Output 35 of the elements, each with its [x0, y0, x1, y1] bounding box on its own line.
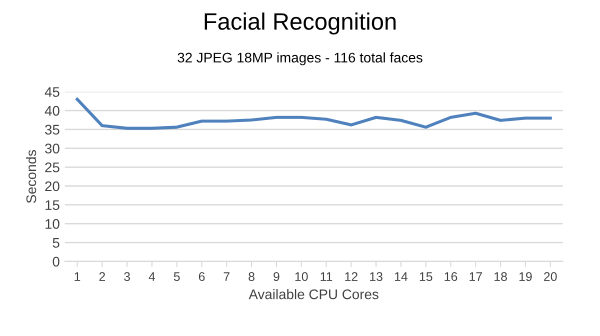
x-tick-label: 10 — [295, 272, 308, 282]
x-tick-label: 9 — [274, 272, 280, 282]
line-series — [76, 98, 552, 130]
x-tick-label: 20 — [544, 272, 557, 282]
chart-subtitle: 32 JPEG 18MP images - 116 total faces — [178, 52, 422, 66]
y-tick-label: 40 — [44, 106, 60, 116]
x-tick-label: 15 — [420, 272, 432, 282]
x-tick-label: 19 — [519, 272, 532, 282]
y-tick-label: 45 — [44, 87, 60, 97]
y-axis-title: Seconds — [26, 150, 36, 203]
x-tick-label: 1 — [74, 272, 80, 281]
y-tick-label: 10 — [46, 219, 60, 229]
x-tick-label: 4 — [148, 272, 156, 281]
x-tick-label: 5 — [174, 272, 180, 282]
y-tick-label: 20 — [45, 181, 60, 192]
x-tick-label: 18 — [494, 272, 507, 282]
x-tick-label: 6 — [198, 272, 205, 282]
y-tick-label: 5 — [52, 238, 60, 248]
x-tick-label: 11 — [320, 272, 332, 281]
chart-title: Facial Recognition — [204, 12, 396, 35]
y-tick-label: 15 — [46, 200, 60, 210]
y-tick-label: 0 — [52, 256, 60, 267]
x-tick-label: 17 — [470, 272, 482, 281]
y-tick-label: 30 — [45, 144, 60, 154]
x-tick-label: 3 — [124, 272, 130, 282]
x-tick-label: 2 — [99, 272, 105, 281]
x-tick-label: 16 — [444, 272, 458, 282]
x-tick-label: 14 — [394, 272, 408, 281]
y-tick-label: 35 — [45, 124, 60, 135]
x-tick-label: 12 — [345, 272, 358, 281]
x-tick-label: 8 — [248, 272, 254, 282]
x-tick-label: 7 — [224, 272, 230, 281]
y-tick-label: 25 — [45, 162, 60, 172]
x-tick-label: 13 — [370, 272, 382, 282]
x-axis-title: Available CPU Cores — [248, 289, 378, 300]
